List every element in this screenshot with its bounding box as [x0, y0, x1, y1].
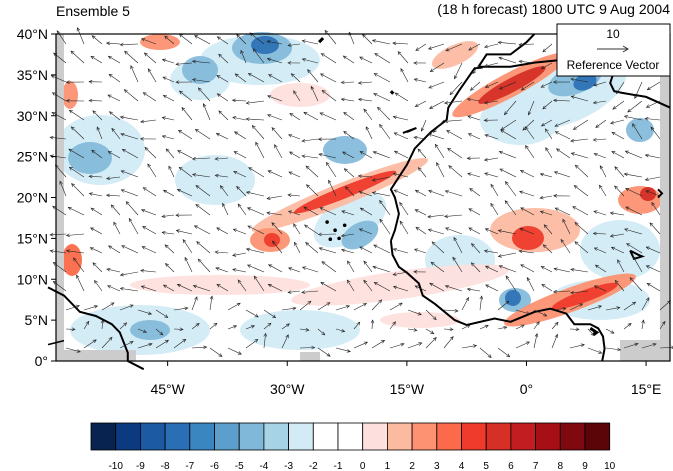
lat-tick-label: 10°N [17, 271, 48, 287]
lat-tick-label: 30°N [17, 108, 48, 124]
colorbar-label: 6 [508, 461, 514, 471]
map-plot-area [47, 27, 673, 371]
colorbar-swatch [485, 422, 512, 451]
colorbar-swatch [386, 422, 413, 451]
lon-tick-label: 0° [520, 381, 533, 397]
colorbar-swatch [139, 422, 166, 451]
colorbar-swatch [164, 422, 191, 451]
colorbar-label: 7 [533, 461, 539, 471]
colorbar-label: 9 [582, 461, 588, 471]
lon-tick-label: 15°W [390, 381, 425, 397]
colorbar-swatch [436, 422, 462, 451]
colorbar: -10 -9 -8 -7 -6 -5 -4 -3 -2 -1 0 1 2 3 4 5 6 7 8 9 10 [90, 422, 616, 471]
colorbar-label: 3 [434, 461, 440, 471]
colorbar-swatch [238, 422, 265, 451]
latitude-axis: 40°N 35°N 30°N 25°N 20°N 15°N 10°N 5°N 0° [17, 26, 56, 369]
colorbar-swatch [510, 422, 536, 451]
lat-tick-label: 20°N [17, 190, 48, 206]
reference-arrow-head [622, 45, 629, 53]
longitude-axis: 45°W 30°W 15°W 0° 15°E [150, 361, 661, 397]
colorbar-label: -8 [161, 461, 170, 471]
reference-vector-label: Reference Vector [567, 58, 660, 72]
colorbar-label: -4 [259, 461, 268, 471]
lat-tick-label: 25°N [17, 149, 48, 165]
lon-tick-label: 30°W [270, 381, 305, 397]
colorbar-swatch [337, 422, 364, 451]
colorbar-swatch [362, 422, 388, 451]
reference-vector-value: 10 [606, 27, 620, 41]
colorbar-label: -6 [210, 461, 219, 471]
colorbar-swatch [559, 422, 586, 451]
colorbar-swatch [90, 422, 117, 451]
lon-tick-label: 15°E [631, 381, 662, 397]
colorbar-label: -1 [334, 461, 343, 471]
colorbar-swatch [214, 422, 240, 451]
colorbar-swatch [584, 422, 611, 451]
colorbar-label: 8 [558, 461, 564, 471]
forecast-time: (18 h forecast) 1800 UTC 9 Aug 2004 [437, 1, 670, 17]
lat-tick-label: 40°N [17, 26, 48, 42]
lon-tick-label: 45°W [150, 381, 185, 397]
colorbar-label: -3 [284, 461, 293, 471]
lat-tick-label: 5°N [25, 312, 49, 328]
colorbar-swatch [189, 422, 215, 451]
colorbar-label: -7 [185, 461, 194, 471]
colorbar-swatch [411, 422, 438, 451]
lat-tick-label: 15°N [17, 230, 48, 246]
colorbar-label: 1 [385, 461, 391, 471]
colorbar-label: -10 [108, 461, 123, 471]
plot-title: Ensemble 5 [56, 3, 130, 19]
colorbar-swatch [115, 422, 141, 451]
colorbar-label: -5 [235, 461, 244, 471]
wind-vectors [49, 27, 673, 358]
colorbar-swatch [461, 422, 487, 451]
colorbar-label: 5 [483, 461, 489, 471]
colorbar-swatch [535, 422, 561, 451]
lat-tick-label: 35°N [17, 67, 48, 83]
colorbar-swatch [288, 422, 314, 451]
colorbar-label: -2 [309, 461, 318, 471]
colorbar-label: 2 [409, 461, 415, 471]
colorbar-label: 10 [604, 461, 616, 471]
colorbar-label: 4 [459, 461, 465, 471]
colorbar-swatch [263, 422, 289, 451]
colorbar-label: 0 [360, 461, 366, 471]
colorbar-swatch [312, 422, 339, 451]
anomaly-shading [55, 32, 662, 355]
colorbar-label: -9 [136, 461, 145, 471]
reference-vector-box: 10 Reference Vector [556, 23, 671, 77]
lat-tick-label: 0° [35, 353, 48, 369]
